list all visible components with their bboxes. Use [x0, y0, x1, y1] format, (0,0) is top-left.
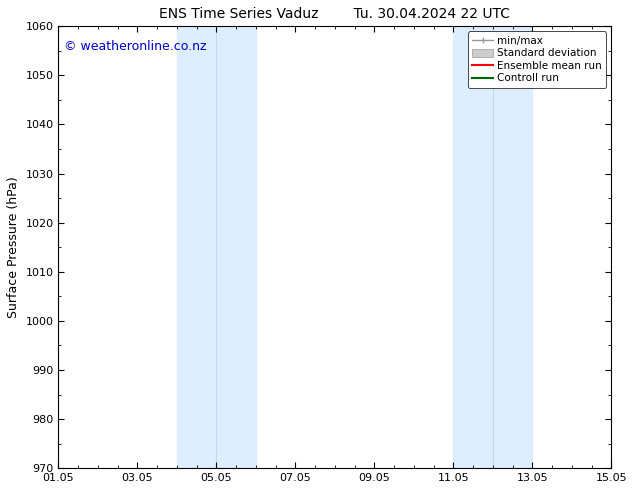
Bar	[177, 26, 216, 468]
Bar	[493, 26, 533, 468]
Text: © weatheronline.co.nz: © weatheronline.co.nz	[64, 40, 207, 52]
Legend: min/max, Standard deviation, Ensemble mean run, Controll run: min/max, Standard deviation, Ensemble me…	[468, 31, 606, 88]
Y-axis label: Surface Pressure (hPa): Surface Pressure (hPa)	[7, 176, 20, 318]
Bar	[216, 26, 256, 468]
Title: ENS Time Series Vaduz        Tu. 30.04.2024 22 UTC: ENS Time Series Vaduz Tu. 30.04.2024 22 …	[159, 7, 510, 21]
Bar	[453, 26, 493, 468]
